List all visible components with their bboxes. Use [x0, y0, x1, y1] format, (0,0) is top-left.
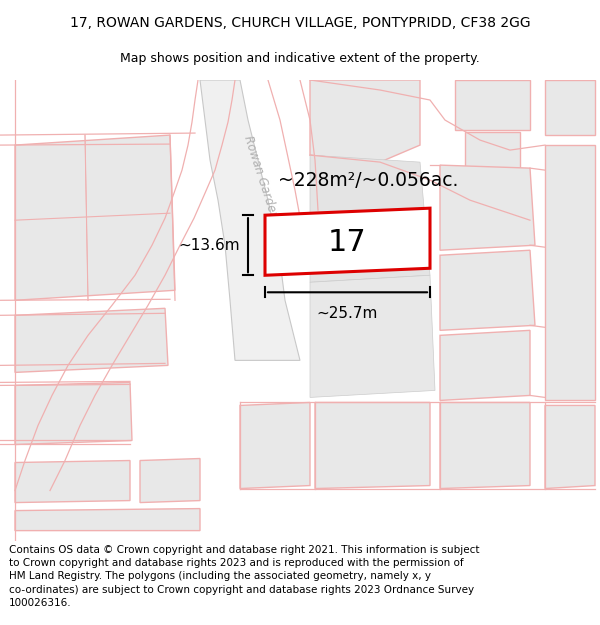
Polygon shape [265, 208, 430, 275]
Text: Rowan Gardens: Rowan Gardens [241, 134, 283, 226]
Polygon shape [240, 402, 310, 489]
Polygon shape [310, 80, 420, 162]
Polygon shape [15, 135, 175, 300]
Text: ~228m²/~0.056ac.: ~228m²/~0.056ac. [278, 171, 458, 189]
Polygon shape [465, 132, 520, 172]
Text: Contains OS data © Crown copyright and database right 2021. This information is : Contains OS data © Crown copyright and d… [9, 545, 479, 608]
Polygon shape [15, 509, 200, 531]
Polygon shape [545, 145, 595, 401]
Polygon shape [140, 459, 200, 503]
Polygon shape [315, 402, 430, 489]
Text: 17: 17 [328, 228, 367, 257]
Polygon shape [545, 80, 595, 135]
Polygon shape [15, 382, 132, 444]
Polygon shape [455, 80, 530, 130]
Polygon shape [440, 250, 535, 331]
Polygon shape [15, 461, 130, 503]
Text: ~13.6m: ~13.6m [178, 238, 240, 252]
Polygon shape [545, 406, 595, 489]
Polygon shape [440, 165, 535, 250]
Polygon shape [440, 402, 530, 489]
Polygon shape [310, 155, 430, 282]
Polygon shape [310, 275, 435, 398]
Polygon shape [15, 308, 168, 372]
Text: ~25.7m: ~25.7m [317, 306, 378, 321]
Polygon shape [440, 331, 530, 401]
Text: Map shows position and indicative extent of the property.: Map shows position and indicative extent… [120, 52, 480, 65]
Text: 17, ROWAN GARDENS, CHURCH VILLAGE, PONTYPRIDD, CF38 2GG: 17, ROWAN GARDENS, CHURCH VILLAGE, PONTY… [70, 16, 530, 31]
Polygon shape [200, 80, 300, 361]
